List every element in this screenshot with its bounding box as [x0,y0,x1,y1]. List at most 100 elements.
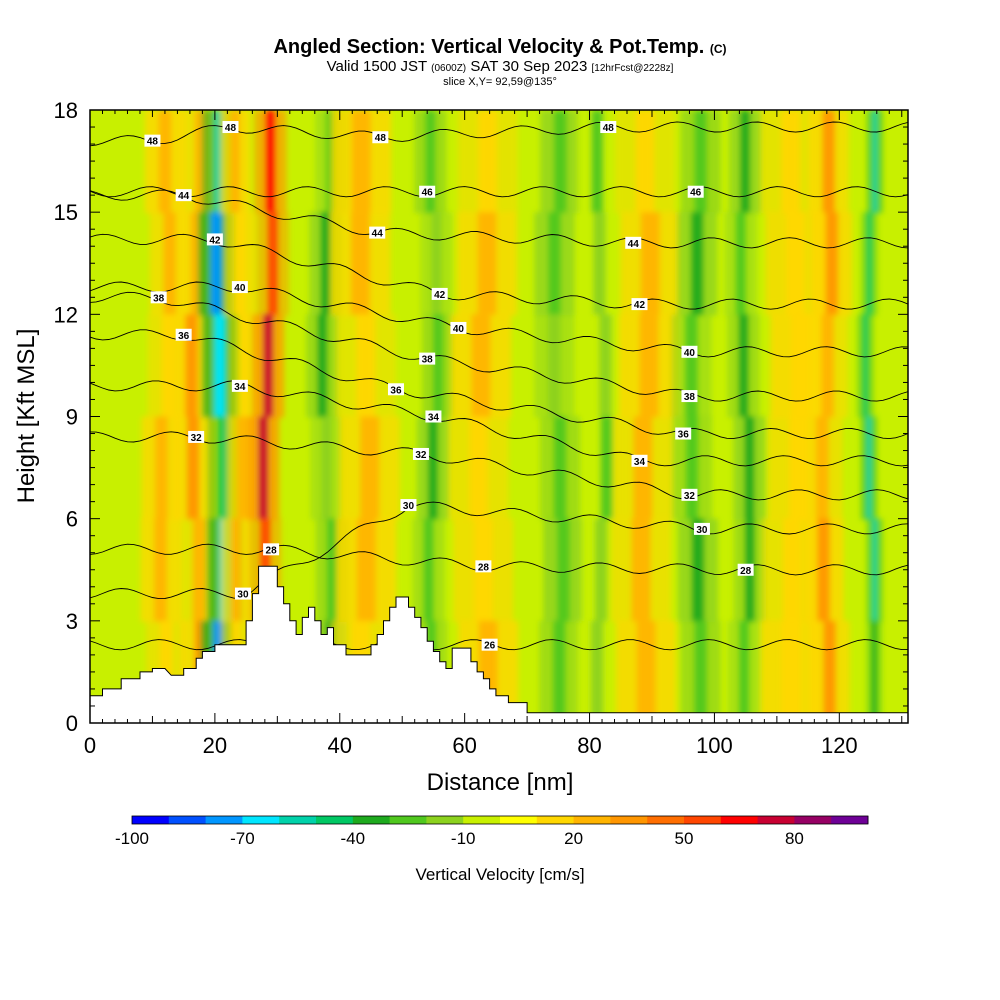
colorbar-swatch [647,816,685,824]
x-tick-label: 80 [577,733,601,758]
contour-label: 36 [175,328,192,342]
valid-utc: (0600Z) [431,63,467,74]
contour-label: 42 [631,298,648,311]
svg-text:30: 30 [403,501,415,512]
contour-label: 48 [144,134,161,148]
velocity-column [802,110,852,723]
contour-label: 30 [400,499,417,512]
colorbar-tick-label: 50 [675,829,694,848]
colorbar-swatch [831,816,869,824]
svg-text:40: 40 [453,324,465,335]
svg-text:48: 48 [603,123,615,134]
colorbar-swatch [279,816,317,824]
svg-text:38: 38 [422,355,434,366]
contour-label: 44 [369,226,386,240]
x-tick-label: 60 [452,733,476,758]
svg-text:46: 46 [690,188,702,199]
contour-label: 32 [681,488,698,502]
contour-line [90,380,908,467]
forecast-info: [12hrFcst@2228z] [591,63,674,74]
colorbar-tick-label: -100 [115,829,149,848]
svg-text:36: 36 [178,331,190,342]
colorbar-swatch [463,816,501,824]
contour-label: 38 [419,352,436,366]
contour-label: 42 [431,287,448,301]
colorbar-swatch [389,816,427,824]
svg-text:32: 32 [684,491,696,502]
contour-label: 44 [625,236,642,250]
contour-line [90,543,908,576]
svg-text:34: 34 [234,382,246,393]
title-unit: (C) [709,42,727,56]
contour-line [90,281,908,358]
contour-label: 48 [222,121,239,134]
contour-label: 36 [675,427,692,441]
x-tick-label: 120 [821,733,858,758]
svg-text:46: 46 [422,188,434,199]
x-tick-label: 0 [84,733,96,758]
contour-line [90,233,908,310]
chart-subtitle: Valid 1500 JST (0600Z) SAT 30 Sep 2023 [… [326,58,674,75]
contour-label: 48 [372,131,389,144]
colorbar-swatch [205,816,243,824]
y-tick-label: 15 [54,200,78,225]
colorbar-tick-label: -40 [341,829,366,848]
x-tick-label: 20 [203,733,227,758]
svg-text:28: 28 [266,545,278,556]
contour-line [90,291,908,402]
colorbar-swatch [426,816,464,824]
contour-label: 28 [475,560,492,573]
svg-text:42: 42 [434,290,446,301]
contour-label: 38 [150,291,167,304]
colorbar-swatch [684,816,722,824]
contour-line [90,639,908,651]
velocity-column [724,110,766,723]
colorbar-tick-label: -70 [230,829,255,848]
colorbar-swatch [168,816,207,824]
velocity-column [857,110,883,723]
colorbar-swatch [536,816,575,824]
y-axis-label: Height [Kft MSL] [13,329,40,504]
colorbar-label: Vertical Velocity [cm/s] [415,865,584,884]
y-tick-label: 12 [54,302,78,327]
colorbar-swatch [500,816,538,824]
x-axis-label: Distance [nm] [427,769,574,796]
contour-label: 40 [231,281,248,294]
colorbar-swatch [242,816,280,824]
svg-text:28: 28 [740,566,752,577]
svg-text:44: 44 [372,229,384,240]
svg-text:44: 44 [628,239,640,250]
contour-label: 42 [206,233,223,246]
contour-line [90,501,908,600]
valid-date: SAT 30 Sep 2023 [470,58,588,75]
velocity-column [611,110,681,723]
terrain [90,565,908,723]
y-tick-label: 18 [54,98,78,123]
colorbar-swatch [720,816,759,824]
contour-label: 28 [263,543,280,556]
contour-label: 30 [693,522,710,536]
contour-label: 26 [481,638,498,652]
svg-text:42: 42 [209,235,221,246]
contour-label: 40 [450,321,467,335]
svg-text:36: 36 [678,430,690,441]
contour-label: 32 [412,447,429,461]
contour-label: 30 [234,587,251,601]
svg-text:30: 30 [696,525,708,536]
colorbar-swatch [757,816,795,824]
contour-label: 40 [681,345,698,359]
colorbar-swatch [573,816,611,824]
colorbar-swatch [794,816,832,824]
svg-text:32: 32 [415,450,427,461]
contour-label: 46 [419,185,436,199]
y-tick-label: 6 [66,507,78,532]
contour-label: 36 [387,383,404,396]
svg-text:38: 38 [684,392,696,403]
contour-label: 34 [231,379,248,393]
svg-text:42: 42 [634,300,646,311]
colorbar: -100 -70 -40 -10 20 50 80 [115,815,869,848]
colorbar-tick-label: -10 [451,829,476,848]
